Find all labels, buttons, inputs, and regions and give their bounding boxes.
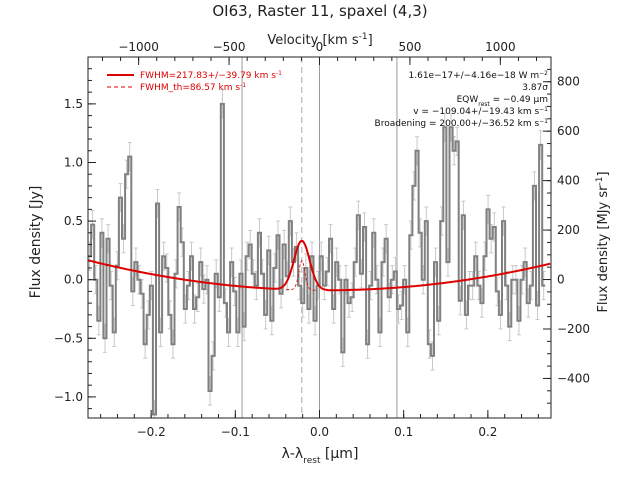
y-tick-label: 0.5 — [64, 214, 83, 228]
reference-lines — [241, 57, 398, 418]
x-tick-label: 0.2 — [478, 425, 497, 439]
top-tick-label: −1000 — [118, 40, 159, 54]
x-tick-label: 0.1 — [394, 425, 413, 439]
y-tick-label: 1.0 — [64, 155, 83, 169]
y-tick-label: −0.5 — [54, 331, 83, 345]
top-tick-label: 500 — [398, 40, 421, 54]
right-tick-label: 400 — [557, 174, 580, 188]
spectrum-step-line — [88, 102, 546, 416]
right-tick-label: 0 — [557, 273, 565, 287]
top-tick-label: −500 — [213, 40, 246, 54]
annotation-velocity: v = −109.04+/−19.43 km s−1 — [413, 106, 548, 118]
y-tick-label: 1.5 — [64, 97, 83, 111]
y-tick-label: 0.0 — [64, 273, 83, 287]
x-axis-label: λ-λrest [μm] — [282, 446, 359, 466]
annotation-broadening: Broadening = 200.00+/−36.52 km s−1 — [375, 118, 549, 130]
chart-title: OI63, Raster 11, spaxel (4,3) — [212, 2, 427, 20]
x-tick-label: −0.2 — [137, 425, 166, 439]
top-tick-label: 1000 — [485, 40, 516, 54]
annotation-eqw: EQWrest = −0.49 μm — [457, 95, 548, 108]
y-axis-label: Flux density [Jy] — [28, 186, 44, 299]
fit-annotations: 1.61e−17+/−4.16e−18 W m−2 3.87σ EQWrest … — [375, 70, 549, 130]
y-tick-label: −1.0 — [54, 390, 83, 404]
right-tick-label: 600 — [557, 124, 580, 138]
right-tick-label: 200 — [557, 223, 580, 237]
top-tick-label: 0 — [316, 40, 324, 54]
axis-ticks: −0.2 −0.1 0.0 0.1 0.2 −1.0 −0.5 0.0 0.5 1.0 1.5 −10… — [54, 40, 590, 439]
right-axis-label: Flux density [MJy sr-1] — [595, 171, 611, 312]
annotation-line-flux: 1.61e−17+/−4.16e−18 W m−2 — [409, 70, 549, 82]
legend-entry-fwhm: FWHM=217.83+/−39.79 km s-1 — [140, 70, 282, 82]
spectrum-series — [88, 89, 551, 418]
right-tick-label: 800 — [557, 75, 580, 89]
x-tick-label: −0.1 — [221, 425, 250, 439]
x-tick-label: 0.0 — [310, 425, 329, 439]
annotation-significance: 3.87σ — [522, 83, 548, 93]
right-tick-label: −200 — [557, 322, 590, 336]
top-axis-label: Velocity [km s-1] — [267, 32, 372, 48]
right-tick-label: −400 — [557, 371, 590, 385]
model-fit-line — [88, 239, 551, 292]
legend: FWHM=217.83+/−39.79 km s-1 FWHM_th=86.57… — [107, 70, 282, 94]
thermal-width-gaussian-line — [286, 260, 318, 291]
legend-entry-fwhm-th: FWHM_th=86.57 km s-1 — [140, 82, 246, 94]
